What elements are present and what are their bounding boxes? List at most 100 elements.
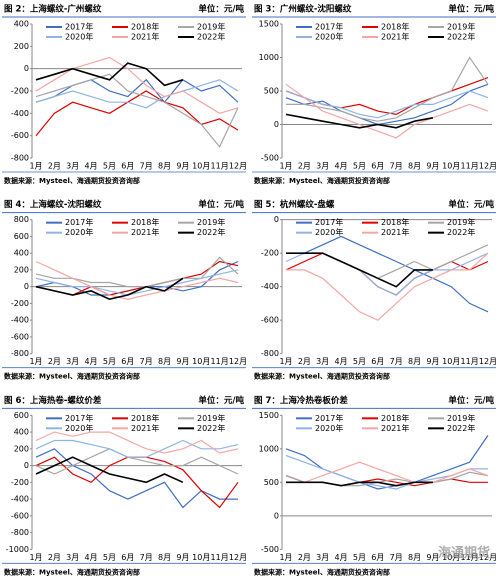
- x-tick-label: 5月: [103, 357, 116, 366]
- legend-label: 2020年: [65, 227, 93, 237]
- legend-label: 2019年: [197, 22, 225, 32]
- x-tick-label: 9月: [176, 162, 189, 171]
- series-line: [35, 277, 184, 301]
- x-tick-label: 1月: [279, 162, 292, 171]
- legend-label: 2021年: [381, 32, 409, 42]
- x-tick-label: 12月: [229, 553, 247, 562]
- series-line: [286, 252, 489, 321]
- legend-label: 2018年: [381, 217, 409, 227]
- x-tick-label: 6月: [121, 357, 134, 366]
- series-line: [286, 244, 489, 279]
- source-note: 数据来源：Mysteel、海通期货投资咨询部: [4, 372, 140, 381]
- x-tick-label: 2月: [48, 357, 61, 366]
- x-tick-label: 12月: [479, 162, 497, 171]
- x-tick-label: 2月: [298, 162, 311, 171]
- x-tick-label: 12月: [229, 357, 247, 366]
- y-tick-label: 1500: [259, 20, 279, 29]
- series-line: [35, 260, 239, 300]
- y-tick-label: 400: [14, 249, 29, 258]
- legend-label: 2018年: [131, 413, 159, 423]
- source-note: 数据来源：Mysteel、海通期货投资咨询部: [254, 567, 390, 576]
- series-line: [35, 431, 239, 454]
- x-tick-label: 7月: [390, 162, 403, 171]
- source-note: 数据来源：Mysteel、海通期货投资咨询部: [4, 567, 140, 576]
- legend-label: 2019年: [447, 22, 475, 32]
- y-tick-label: -600: [11, 332, 29, 341]
- x-tick-label: 11月: [211, 357, 229, 366]
- series-line: [285, 83, 489, 126]
- series-line: [286, 235, 489, 313]
- x-tick-label: 11月: [461, 162, 479, 171]
- x-tick-label: 4月: [85, 162, 98, 171]
- legend-label: 2019年: [447, 217, 475, 227]
- legend-label: 2017年: [65, 22, 93, 32]
- x-tick-label: 5月: [353, 553, 366, 562]
- x-tick-label: 9月: [176, 553, 189, 562]
- series-line: [35, 269, 239, 296]
- x-tick-label: 6月: [371, 162, 384, 171]
- legend-label: 2020年: [65, 32, 93, 42]
- series-line: [35, 448, 238, 509]
- x-tick-label: 7月: [140, 357, 153, 366]
- legend-label: 2022年: [447, 32, 475, 42]
- x-tick-label: 10月: [192, 162, 210, 171]
- y-tick-label: -200: [11, 299, 29, 308]
- x-tick-label: 11月: [461, 553, 479, 562]
- y-tick-label: -600: [11, 131, 29, 140]
- x-tick-label: 4月: [85, 553, 98, 562]
- x-tick-label: 7月: [390, 553, 403, 562]
- x-tick-label: 2月: [298, 357, 311, 366]
- legend-label: 2020年: [315, 32, 343, 42]
- figure-title: 图 5：杭州螺纹-盘螺: [254, 199, 335, 210]
- legend-label: 2021年: [381, 423, 409, 433]
- y-tick-label: -400: [11, 495, 29, 504]
- y-tick-label: 800: [14, 215, 29, 224]
- y-tick-label: 500: [264, 87, 279, 96]
- legend-label: 2019年: [197, 217, 225, 227]
- series-line: [286, 252, 433, 288]
- source-note: 数据来源：Mysteel、海通期货投资咨询部: [254, 372, 390, 381]
- unit-label: 单位：元/吨: [198, 4, 244, 15]
- y-tick-label: 0: [274, 120, 279, 129]
- y-tick-label: 400: [14, 20, 29, 29]
- x-tick-label: 8月: [158, 357, 171, 366]
- legend-label: 2018年: [131, 217, 159, 227]
- y-tick-label: -500: [261, 545, 279, 554]
- series-line: [35, 73, 239, 148]
- legend-label: 2019年: [447, 413, 475, 423]
- x-tick-label: 4月: [335, 162, 348, 171]
- x-tick-label: 10月: [192, 553, 210, 562]
- series-line: [35, 256, 239, 288]
- series-line: [285, 83, 489, 139]
- series-line: [35, 439, 239, 458]
- y-tick-label: -500: [261, 154, 279, 163]
- x-tick-label: 7月: [140, 162, 153, 171]
- x-tick-label: 6月: [371, 553, 384, 562]
- legend-label: 2022年: [197, 227, 225, 237]
- legend-label: 2021年: [381, 227, 409, 237]
- x-tick-label: 11月: [211, 162, 229, 171]
- series-line: [35, 90, 239, 137]
- y-tick-label: -800: [11, 528, 29, 537]
- figure-title: 图 7：上海冷热卷板价差: [254, 395, 348, 406]
- unit-label: 单位：元/吨: [448, 395, 494, 406]
- source-note: 数据来源：Mysteel、海通期货投资咨询部: [254, 176, 390, 185]
- watermark: 海通期货: [438, 545, 490, 561]
- y-tick-label: -600: [11, 511, 29, 520]
- x-tick-label: 5月: [103, 162, 116, 171]
- y-tick-label: -200: [261, 249, 279, 258]
- unit-label: 单位：元/吨: [198, 199, 244, 210]
- y-tick-label: 0: [274, 511, 279, 520]
- legend-label: 2020年: [65, 423, 93, 433]
- legend-label: 2021年: [131, 423, 159, 433]
- legend-label: 2017年: [65, 413, 93, 423]
- x-tick-label: 5月: [353, 357, 366, 366]
- series-line: [35, 56, 239, 114]
- x-tick-label: 12月: [229, 162, 247, 171]
- x-tick-label: 12月: [479, 357, 497, 366]
- series-line: [35, 79, 239, 109]
- legend-label: 2018年: [381, 413, 409, 423]
- y-tick-label: 0: [24, 461, 29, 470]
- y-tick-label: -400: [11, 316, 29, 325]
